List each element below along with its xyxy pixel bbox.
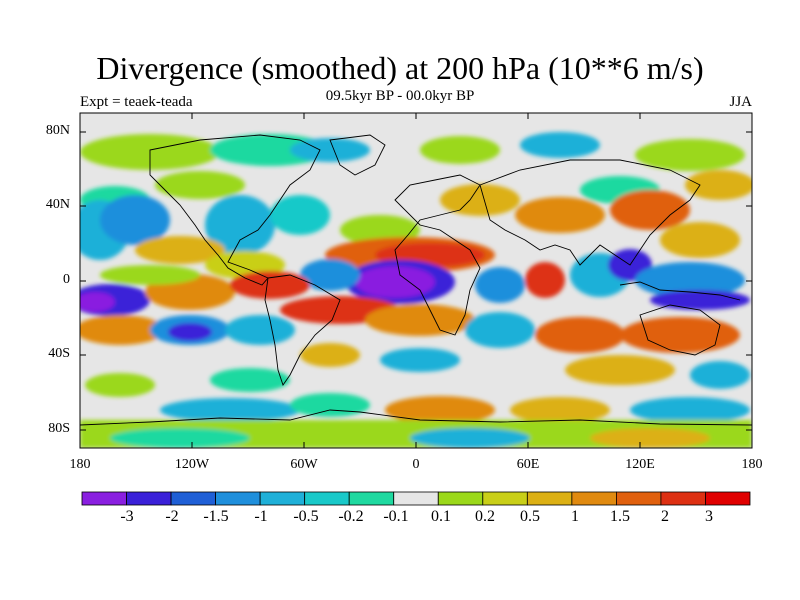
colorbar-label: -0.1 — [383, 508, 409, 525]
period-label: 09.5kyr BP - 00.0kyr BP — [325, 88, 475, 104]
colorbar-swatch — [304, 491, 350, 506]
lon-label-120e: 120E — [625, 457, 655, 472]
colorbar-swatch — [170, 491, 216, 506]
colorbar-label: 0.1 — [431, 508, 451, 525]
colorbar — [81, 491, 751, 506]
map-title: Divergence (smoothed) at 200 hPa (10**6 … — [96, 50, 704, 86]
colorbar-label: -2 — [165, 508, 179, 525]
lon-label-0: 0 — [412, 457, 420, 472]
colorbar-label: -3 — [120, 508, 134, 525]
colorbar-label: -0.5 — [293, 508, 319, 525]
colorbar-swatch — [215, 491, 261, 506]
colorbar-swatch — [482, 491, 528, 506]
colorbar-swatch — [571, 491, 617, 506]
lon-label-180-right: 180 — [741, 457, 763, 472]
lat-label-40n: 40N — [45, 197, 70, 212]
lon-label-120w: 120W — [174, 457, 210, 472]
lon-label-60e: 60E — [516, 457, 540, 472]
lon-label-180-left: 180 — [69, 457, 91, 472]
lon-label-60w: 60W — [290, 457, 318, 472]
axis-ticks — [80, 113, 752, 448]
colorbar-swatch — [660, 491, 706, 506]
colorbar-label: 1 — [571, 508, 579, 525]
colorbar-swatch — [81, 491, 127, 506]
colorbar-swatch — [259, 491, 306, 506]
lat-label-80n: 80N — [45, 123, 70, 138]
colorbar-swatch — [616, 491, 662, 506]
colorbar-label: 2 — [661, 508, 669, 525]
colorbar-swatch — [393, 491, 439, 506]
lat-label-40s: 40S — [48, 346, 70, 361]
divergence-field — [80, 113, 752, 448]
colorbar-label: 3 — [705, 508, 713, 525]
colorbar-label: -0.2 — [338, 508, 364, 525]
colorbar-label: 1.5 — [610, 508, 630, 525]
lat-label-80s: 80S — [48, 421, 70, 436]
colorbar-label: 0.5 — [520, 508, 540, 525]
colorbar-label: 0.2 — [475, 508, 495, 525]
colorbar-label: -1 — [254, 508, 268, 525]
colorbar-label: -1.5 — [203, 508, 229, 525]
experiment-label: Expt = teaek-teada — [80, 94, 193, 110]
season-label: JJA — [729, 94, 752, 110]
colorbar-swatch — [705, 491, 751, 506]
coastlines — [80, 134, 752, 426]
lat-label-0: 0 — [63, 272, 70, 287]
colorbar-swatch — [437, 491, 484, 506]
colorbar-swatch — [526, 491, 573, 506]
colorbar-swatch — [126, 491, 172, 506]
colorbar-swatch — [348, 491, 395, 506]
